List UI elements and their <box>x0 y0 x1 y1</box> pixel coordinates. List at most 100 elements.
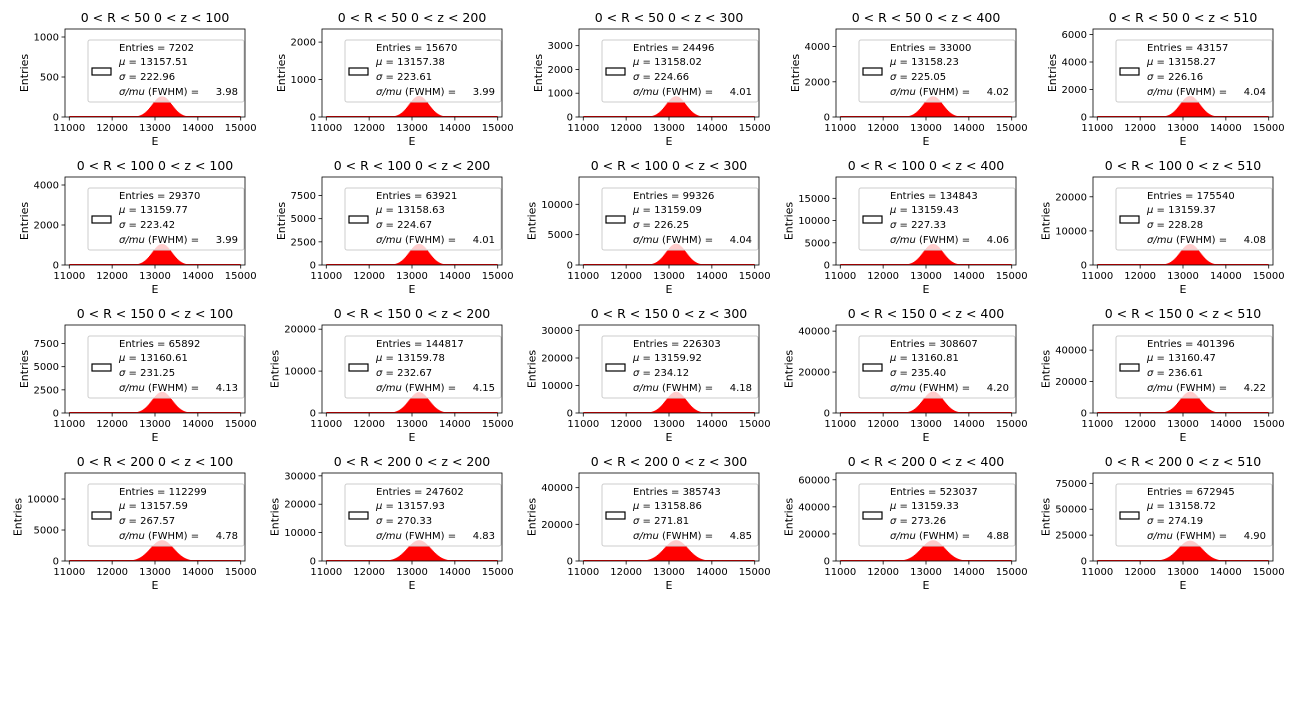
histogram-bar <box>944 548 946 561</box>
histogram-bar <box>162 244 165 265</box>
x-tick-label: 11000 <box>310 419 342 430</box>
histogram-bar <box>1167 557 1170 561</box>
histogram-bar <box>163 244 166 265</box>
histogram-bar <box>666 545 668 561</box>
histogram-bar <box>1190 391 1193 413</box>
y-axis-label: Entries <box>789 54 802 93</box>
legend-mu: μ = 13159.78 <box>375 353 445 364</box>
histogram-bar <box>172 401 174 413</box>
legend-mu: μ = 13160.81 <box>889 353 959 364</box>
histogram-bar <box>166 246 168 265</box>
histogram-bar <box>1179 546 1182 561</box>
histogram-bar <box>1204 258 1206 265</box>
y-axis-label: Entries <box>526 350 539 389</box>
histogram-bar <box>672 392 674 413</box>
y-tick-label: 20000 <box>541 354 573 365</box>
histogram-bar <box>932 540 934 561</box>
legend-box <box>601 187 759 251</box>
histogram-bar <box>924 397 926 413</box>
x-tick-label: 11000 <box>824 567 856 578</box>
histogram-bar <box>657 260 660 265</box>
y-tick-label: 0 <box>310 261 316 272</box>
histogram-bar <box>693 555 696 561</box>
histogram-bar <box>912 114 914 117</box>
legend-mu-value: = 13159.92 <box>643 353 702 364</box>
histogram-bar <box>942 546 944 561</box>
histogram-bar <box>1170 114 1172 117</box>
histogram-bar <box>1201 106 1203 117</box>
legend-handle <box>348 511 369 520</box>
histogram-bar <box>680 541 682 561</box>
x-axis-label: E <box>152 283 159 296</box>
histogram-bar <box>951 114 954 117</box>
legend-handle <box>1119 363 1140 372</box>
histogram-bar <box>914 408 916 413</box>
histogram-bar <box>1195 99 1197 117</box>
histogram-bar <box>170 545 172 561</box>
histogram-bar <box>1190 244 1193 265</box>
histogram-bar <box>694 409 697 413</box>
histogram-bar <box>173 403 176 413</box>
legend-sigma-value: = 222.96 <box>129 72 176 83</box>
histogram-bar <box>442 558 444 561</box>
histogram-bar <box>1171 261 1173 265</box>
fwhm-label: (FWHM) = <box>916 235 970 246</box>
legend-fwhm-value: 4.85 <box>730 531 752 542</box>
subplot-title: 0 < R < 100 0 < z < 300 <box>591 158 748 173</box>
histogram-bar <box>940 544 943 561</box>
histogram-bar <box>672 244 674 265</box>
y-tick-label: 40000 <box>541 483 573 494</box>
x-tick-label: 13000 <box>653 419 685 430</box>
histogram-bar <box>950 113 953 117</box>
x-tick-label: 15000 <box>482 271 514 282</box>
x-axis-label: E <box>409 579 416 592</box>
legend-fwhm: σ/mu (FWHM) = <box>633 87 713 98</box>
histogram-bar <box>1199 104 1201 117</box>
histogram-bar <box>418 244 421 265</box>
histogram-bar <box>920 107 922 117</box>
legend-box <box>601 39 759 103</box>
histogram-bar <box>412 395 415 413</box>
histogram-bar <box>653 557 656 561</box>
histogram-bar <box>440 557 442 561</box>
histogram-bar <box>157 97 160 117</box>
histogram-bar <box>435 553 437 561</box>
x-tick-label: 15000 <box>225 419 257 430</box>
histogram-bar <box>170 103 172 117</box>
legend-entries: Entries = 7202 <box>119 43 194 54</box>
legend-box <box>858 483 1016 547</box>
histogram-bar <box>394 558 397 561</box>
x-tick-label: 12000 <box>96 123 128 134</box>
y-tick-label: 0 <box>310 113 316 124</box>
legend-fwhm-value: 3.98 <box>216 87 238 98</box>
legend-fwhm-value: 4.22 <box>1244 383 1266 394</box>
histogram-bar <box>1184 393 1187 413</box>
legend-sigma: σ = 227.33 <box>890 220 946 231</box>
histogram-bar <box>185 558 187 561</box>
histogram-bar <box>408 546 411 561</box>
histogram-bar <box>678 540 680 561</box>
y-tick-label: 4000 <box>34 181 59 192</box>
histogram-bars <box>388 392 451 413</box>
x-tick-label: 15000 <box>996 271 1028 282</box>
histogram-bar <box>1165 558 1167 561</box>
histogram-bar <box>939 101 942 117</box>
histogram-bar <box>163 96 166 117</box>
x-tick-label: 11000 <box>567 567 599 578</box>
histogram-bar <box>161 244 163 265</box>
x-tick-label: 12000 <box>1124 419 1156 430</box>
histogram-bar <box>426 102 429 117</box>
histogram-bar <box>428 546 430 561</box>
legend-entries: Entries = 385743 <box>633 487 721 498</box>
histogram-bar <box>1192 392 1194 413</box>
histogram-bar <box>935 541 937 561</box>
histogram-bar <box>415 540 417 561</box>
histogram-bar <box>1196 544 1199 561</box>
legend-fwhm: σ/mu (FWHM) = <box>890 531 970 542</box>
